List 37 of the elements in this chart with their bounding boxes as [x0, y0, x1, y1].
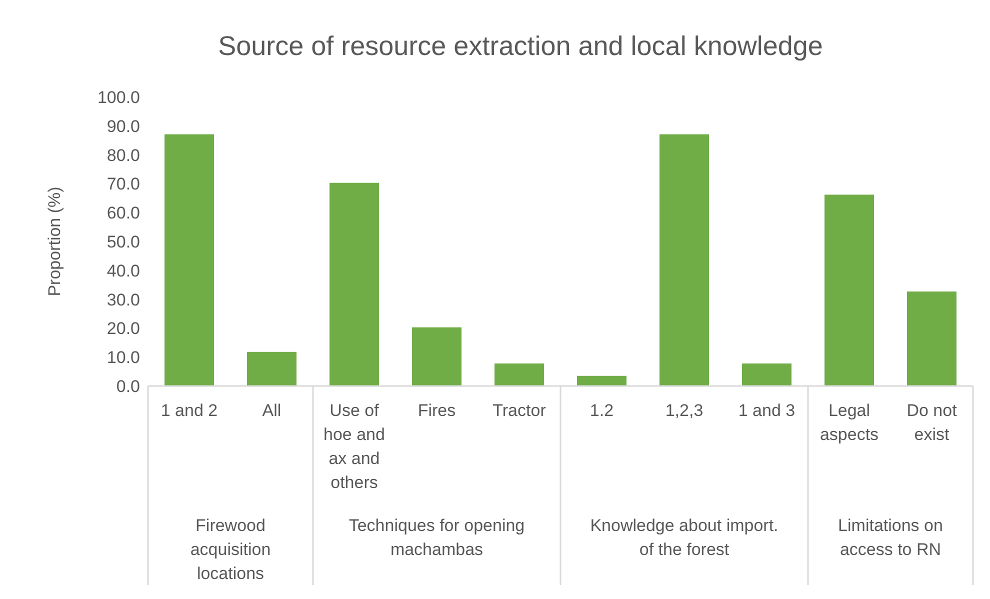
- y-tick-label: 30.0: [106, 290, 140, 310]
- bar: [907, 291, 956, 386]
- bar: [660, 134, 709, 386]
- x-tick-label: Use of hoe and ax and others: [324, 401, 385, 492]
- y-tick-label: 90.0: [106, 116, 140, 136]
- y-tick-label: 40.0: [106, 261, 140, 280]
- bar: [330, 182, 379, 386]
- x-tick-label: 1.2: [590, 401, 614, 420]
- y-tick-label: 0.0: [116, 376, 140, 396]
- chart-title: Source of resource extraction and local knowledge: [218, 31, 823, 61]
- y-tick-label: 80.0: [106, 146, 140, 165]
- x-tick-label: Do not exist: [906, 401, 958, 444]
- x-tick-label: 1,2,3: [665, 401, 704, 420]
- bar: [824, 194, 874, 386]
- y-tick-label: 60.0: [106, 204, 140, 223]
- bar: [412, 327, 462, 386]
- bar: [742, 363, 792, 386]
- y-tick-label: 20.0: [106, 319, 140, 338]
- y-tick-label: 70.0: [106, 174, 140, 194]
- y-axis-title: Proportion (%): [45, 186, 64, 296]
- bar: [247, 352, 296, 386]
- y-tick-label: 50.0: [106, 232, 140, 252]
- bar: [577, 376, 626, 386]
- y-tick-label: 10.0: [106, 348, 140, 368]
- x-tick-label: Fires: [418, 401, 456, 420]
- bar: [164, 134, 214, 386]
- x-tick-label: All: [262, 401, 282, 420]
- text: Knowledge about import. of the forest: [590, 516, 778, 559]
- x-tick-label: Legal aspects: [820, 401, 879, 444]
- text: Techniques for opening machambas: [348, 516, 525, 559]
- text: Limitations on access to RN: [838, 516, 943, 559]
- y-tick-label: 100.0: [97, 88, 140, 107]
- bar: [494, 363, 544, 386]
- x-tick-label: Tractor: [492, 401, 546, 420]
- x-tick-label: 1 and 2: [160, 401, 218, 420]
- x-tick-label: 1 and 3: [738, 401, 796, 420]
- text: Firewood acquisition locations: [190, 516, 271, 583]
